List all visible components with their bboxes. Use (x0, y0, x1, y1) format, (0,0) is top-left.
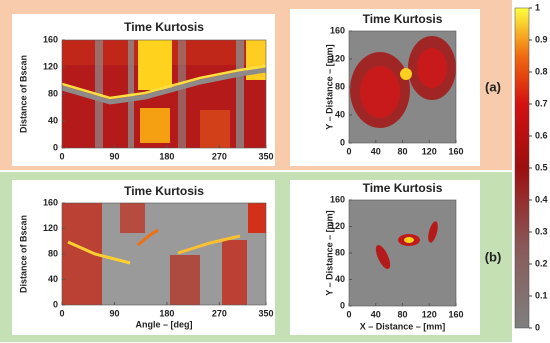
colorbar-tick-label: 0.2 (535, 258, 548, 268)
colorbar-tick-label: 0 (535, 322, 540, 332)
x-axis-label: X – Distance – [mm] (360, 321, 446, 331)
y-tick-label: 80 (335, 81, 345, 91)
colorbar-tick-label: 0.1 (535, 290, 548, 300)
colorbar-tick-label: 0.5 (535, 162, 548, 172)
x-tick-label: 270 (212, 308, 227, 318)
y-tick-label: 40 (48, 274, 58, 284)
colorbar (514, 7, 530, 329)
heatmap-image (62, 203, 266, 305)
x-tick-label: 90 (109, 151, 119, 161)
heatmap-image (349, 31, 456, 143)
y-tick-label: 40 (335, 109, 345, 119)
y-tick-label: 0 (340, 300, 345, 310)
x-tick-label: 0 (346, 146, 351, 156)
y-tick-label: 40 (48, 115, 58, 125)
y-tick-label: 0 (340, 137, 345, 147)
heatmap-image (62, 40, 266, 148)
y-tick-label: 120 (330, 221, 345, 231)
colorbar-tick-label: 0.4 (535, 194, 548, 204)
y-tick-label: 80 (48, 248, 58, 258)
y-tick-label: 80 (335, 247, 345, 257)
x-tick-label: 40 (371, 146, 381, 156)
x-tick-label: 270 (212, 151, 227, 161)
y-tick-label: 160 (43, 34, 58, 44)
x-tick-label: 350 (258, 308, 273, 318)
x-tick-label: 120 (422, 309, 437, 319)
x-tick-label: 160 (448, 146, 463, 156)
x-tick-label: 180 (159, 308, 174, 318)
y-tick-label: 120 (43, 61, 58, 71)
colorbar-tick-label: 0.8 (535, 66, 548, 76)
x-tick-label: 0 (59, 308, 64, 318)
x-tick-label: 40 (371, 309, 381, 319)
chart-title: Time Kurtosis (124, 20, 204, 34)
x-tick-label: 120 (422, 146, 437, 156)
x-tick-label: 180 (159, 151, 174, 161)
panel-label: (a) (485, 79, 501, 94)
y-axis-label: Y – Distance – [mm] (324, 44, 334, 129)
heatmap-image (349, 200, 456, 306)
colorbar-tick-label: 1 (535, 2, 540, 12)
chart-title: Time Kurtosis (124, 184, 204, 198)
y-tick-label: 160 (43, 197, 58, 207)
colorbar-tick-label: 0.6 (535, 130, 548, 140)
y-tick-label: 80 (48, 88, 58, 98)
y-tick-label: 120 (43, 223, 58, 233)
y-tick-label: 160 (330, 194, 345, 204)
panel-label: (b) (485, 249, 502, 264)
x-tick-label: 350 (258, 151, 273, 161)
x-tick-label: 0 (346, 309, 351, 319)
y-axis-label: Distance of Bscan (18, 215, 28, 293)
chart-title: Time Kurtosis (363, 12, 443, 26)
chart-title: Time Kurtosis (363, 181, 443, 195)
y-axis-label: Distance of Bscan (18, 55, 28, 133)
colorbar-tick-label: 0.3 (535, 226, 548, 236)
x-tick-label: 80 (397, 309, 407, 319)
y-tick-label: 0 (53, 142, 58, 152)
y-axis-label: Y – Distance – [mm] (324, 210, 334, 295)
x-tick-label: 0 (59, 151, 64, 161)
x-tick-label: 160 (448, 309, 463, 319)
x-tick-label: 90 (109, 308, 119, 318)
x-axis-label: Angle – [deg] (135, 319, 192, 329)
y-tick-label: 0 (53, 299, 58, 309)
y-tick-label: 160 (330, 25, 345, 35)
y-tick-label: 120 (330, 53, 345, 63)
y-tick-label: 40 (335, 274, 345, 284)
colorbar-tick-label: 0.9 (535, 34, 548, 44)
colorbar-tick-label: 0.7 (535, 98, 548, 108)
x-tick-label: 80 (397, 146, 407, 156)
